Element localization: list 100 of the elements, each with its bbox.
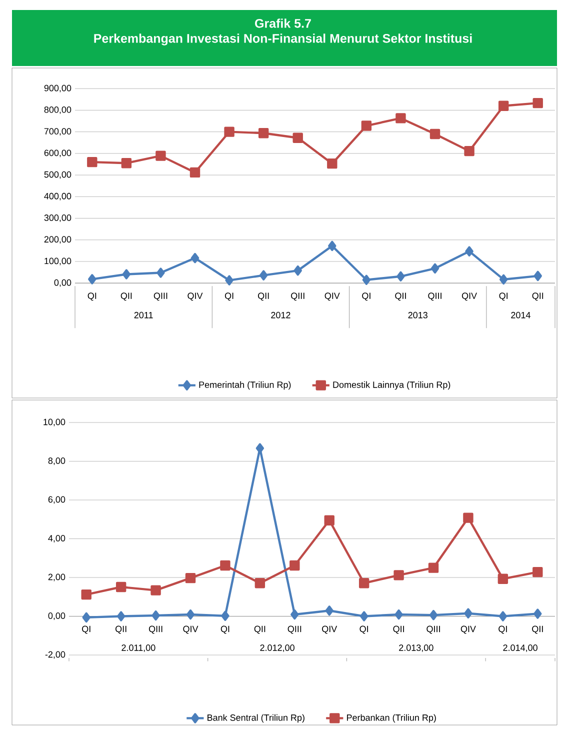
y-tick-label: 0,00 <box>48 612 66 620</box>
point <box>82 612 90 623</box>
chart-subtitle: Perkembangan Investasi Non-Finansial Menurut Sektor Institusi <box>94 34 472 46</box>
point <box>499 274 508 285</box>
text: 2013 <box>408 312 428 318</box>
point <box>464 608 472 618</box>
point <box>430 263 440 274</box>
point <box>185 572 196 584</box>
x-tick-label: QII <box>254 626 266 634</box>
x-tick-label: QIII <box>426 626 440 634</box>
point <box>325 606 334 616</box>
point <box>324 515 334 526</box>
x-tick-label: QII <box>532 292 544 301</box>
point <box>254 578 266 588</box>
point <box>328 240 336 252</box>
point <box>190 167 200 178</box>
point <box>290 609 299 620</box>
x-tick-label: QI <box>220 626 230 634</box>
y-tick-label: 0,00 <box>54 279 72 287</box>
y-tick-label: 600,00 <box>44 150 72 158</box>
y-tick-label: 10,00 <box>44 418 66 426</box>
point <box>220 560 230 571</box>
annotation: 2.012,00 <box>260 644 294 652</box>
annotation: 2.014,00 <box>503 644 538 652</box>
x-tick-label: QIV <box>183 626 198 634</box>
x-tick-label: QII <box>395 292 406 301</box>
annotation: 2.013,00 <box>399 644 434 652</box>
annotation: 2.011,00 <box>122 644 156 652</box>
legend-label: Pemerintah (Triliun Rp) <box>199 381 291 390</box>
point <box>498 574 508 584</box>
text: 2014 <box>511 312 530 318</box>
legend-label: Perbankan (Triliun Rp) <box>347 714 436 723</box>
y-tick-label: 900,00 <box>44 84 72 92</box>
point <box>532 98 543 108</box>
y-tick-label: 200,00 <box>44 236 72 244</box>
point <box>225 275 234 286</box>
point <box>396 113 406 124</box>
point <box>88 274 96 284</box>
point <box>465 246 474 256</box>
point <box>116 611 126 622</box>
x-tick-label: QIV <box>322 626 338 634</box>
y-tick-label: 6,00 <box>48 496 66 504</box>
point <box>224 126 234 137</box>
x-tick-label: QII <box>115 626 126 634</box>
x-tick-label: QIII <box>291 292 304 301</box>
x-tick-label: QIV <box>460 626 476 634</box>
y-tick-label: -2,00 <box>45 651 66 659</box>
x-tick-label: QI <box>82 626 90 634</box>
point <box>534 608 542 619</box>
x-tick-label: QI <box>362 292 370 301</box>
x-tick-label: QI <box>498 626 507 634</box>
point <box>122 269 131 280</box>
x-tick-label: QIV <box>462 292 477 301</box>
point <box>87 156 98 168</box>
point <box>292 132 303 143</box>
point <box>358 578 370 588</box>
point <box>256 443 264 454</box>
legend-label: Domestik Lainnya (Triliun Rp) <box>333 381 450 390</box>
point <box>152 610 160 621</box>
x-tick-label: QII <box>393 626 404 634</box>
x-tick-label: QIV <box>188 292 203 301</box>
point <box>362 274 371 285</box>
point <box>150 585 161 596</box>
point <box>81 589 92 600</box>
point <box>428 562 439 573</box>
text: 2012 <box>271 312 290 318</box>
point <box>121 158 132 168</box>
point <box>361 120 372 131</box>
point <box>221 610 230 621</box>
point <box>532 566 543 578</box>
point <box>290 560 300 571</box>
point <box>156 150 166 161</box>
point <box>534 270 542 282</box>
x-tick-label: QIII <box>148 626 162 634</box>
x-tick-label: QIII <box>428 292 442 301</box>
point <box>186 609 195 620</box>
x-tick-label: QI <box>88 292 96 301</box>
y-tick-label: 800,00 <box>44 106 72 114</box>
point <box>430 128 440 140</box>
x-tick-label: QII <box>120 292 132 301</box>
point <box>190 252 200 264</box>
point <box>429 610 438 620</box>
point <box>394 570 404 580</box>
x-tick-label: QIV <box>324 292 340 301</box>
point <box>396 271 405 282</box>
y-tick-label: 300,00 <box>44 214 72 222</box>
x-tick-label: QI <box>224 292 234 301</box>
point <box>156 268 165 278</box>
x-tick-label: QI <box>499 292 508 301</box>
y-tick-label: 500,00 <box>44 171 72 179</box>
y-tick-label: 2,00 <box>48 574 66 582</box>
point <box>498 611 508 622</box>
text: 2011 <box>134 312 153 318</box>
point <box>116 582 126 592</box>
point <box>294 265 302 276</box>
y-tick-label: 700,00 <box>44 128 72 136</box>
y-tick-label: 100,00 <box>44 258 72 266</box>
point <box>259 270 268 280</box>
x-tick-label: QII <box>258 292 269 301</box>
y-tick-label: 4,00 <box>48 535 66 542</box>
